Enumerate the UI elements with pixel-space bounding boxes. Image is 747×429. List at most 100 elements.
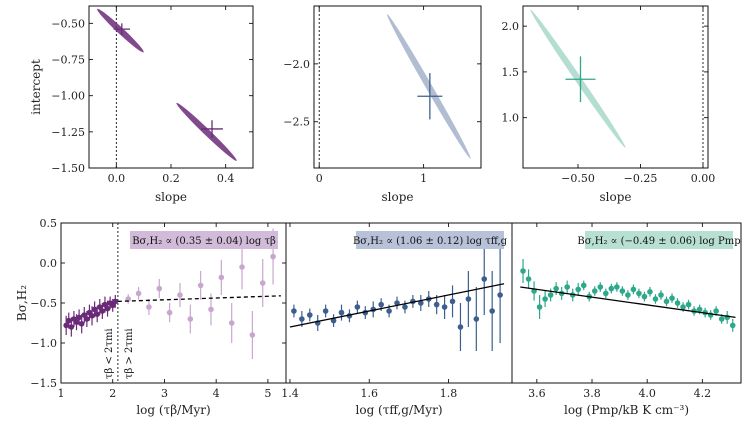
plot-area <box>520 259 736 332</box>
data-point <box>497 292 503 298</box>
data-point <box>291 308 297 314</box>
data-point <box>603 290 609 297</box>
data-point <box>489 308 495 314</box>
data-point <box>306 312 313 318</box>
x-tick-label: 1 <box>420 172 427 185</box>
data-point <box>619 288 626 294</box>
y-tick-label: 1.5 <box>502 66 520 79</box>
data-point <box>197 282 204 289</box>
axes-frame <box>313 5 482 169</box>
fit-line <box>520 286 736 319</box>
data-point <box>465 296 472 302</box>
x-axis-label: slope <box>155 190 187 204</box>
x-tick-label: 4.0 <box>638 387 656 400</box>
data-point <box>76 314 82 321</box>
data-point <box>99 308 106 314</box>
data-point <box>525 276 532 282</box>
annotation-text: Bσ,H₂ ∝ (−0.49 ± 0.06) log Pmp <box>577 236 740 247</box>
x-axis-label: log (τβ/Myr) <box>136 403 210 417</box>
data-point <box>729 322 736 329</box>
data-point <box>614 284 620 290</box>
data-point <box>433 301 440 308</box>
data-point <box>394 300 400 306</box>
data-point <box>520 268 526 274</box>
fit-line <box>117 295 281 303</box>
posterior-ellipse-0 <box>386 14 471 159</box>
y-tick-label: −1.25 <box>51 126 85 139</box>
x-tick-label: 0.0 <box>108 172 126 185</box>
y-tick-label: −2.0 <box>283 58 310 71</box>
plot-area <box>289 243 505 351</box>
y-tick-label: −1.00 <box>51 90 85 103</box>
data-point <box>96 304 103 310</box>
data-point <box>322 308 329 314</box>
data-point <box>89 313 95 319</box>
y-tick-label: −1.5 <box>30 377 57 390</box>
data-point <box>553 285 559 292</box>
data-point <box>630 286 637 293</box>
y-tick-label: −1.50 <box>51 162 85 175</box>
x-tick-label: 0 <box>316 172 323 185</box>
x-tick-label: 0.2 <box>162 172 180 185</box>
plot-area <box>318 6 471 168</box>
data-point <box>177 292 183 298</box>
data-point <box>641 293 648 300</box>
data-point <box>625 292 631 298</box>
posterior-ellipse-0 <box>97 8 144 53</box>
x-tick-label: 3 <box>161 387 168 400</box>
data-point <box>575 286 582 293</box>
data-point <box>84 316 90 322</box>
data-point <box>564 284 570 290</box>
data-point <box>102 301 108 308</box>
data-point <box>112 298 119 305</box>
region-label-right: τβ > 2τmi <box>124 328 135 379</box>
y-tick-label: −0.50 <box>51 17 85 30</box>
data-point <box>652 296 659 302</box>
data-point <box>713 308 719 314</box>
data-point <box>125 296 132 302</box>
annotation-box <box>356 231 504 249</box>
data-point <box>270 253 276 260</box>
x-tick-label: −0.25 <box>624 172 658 185</box>
x-tick-label: 0.4 <box>217 172 235 185</box>
data-point <box>259 280 266 286</box>
axes-frame <box>511 222 742 384</box>
data-point <box>91 306 98 313</box>
data-point <box>73 319 80 326</box>
data-point <box>156 285 163 292</box>
annotation-box <box>130 231 278 249</box>
data-point <box>680 304 686 310</box>
data-point <box>658 292 664 298</box>
annotation-text: Bσ,H₂ ∝ (0.35 ± 0.04) log τβ <box>132 236 276 247</box>
y-tick-label: −0.5 <box>30 297 57 310</box>
x-tick-label: 0.00 <box>691 172 716 185</box>
x-tick-label: 3.8 <box>583 387 601 400</box>
data-point <box>481 276 488 282</box>
y-axis-label: Bσ,H₂ <box>15 285 29 321</box>
data-point <box>457 324 464 330</box>
data-point <box>718 316 725 322</box>
data-point <box>402 304 408 310</box>
data-point <box>109 302 116 309</box>
panel-bottom-right: 3.6 3.8 4.0 4.2 log (Pmp/kB K cm⁻³) Bσ,H₂ ∝ (… <box>511 222 742 417</box>
data-point <box>249 332 256 338</box>
y-tick-label: 2.0 <box>502 20 520 33</box>
data-point <box>536 304 543 310</box>
x-tick-label: 1.6 <box>361 387 379 400</box>
data-point <box>418 300 424 306</box>
panel-top-right: −0.50 −0.25 0.00 2.0 1.5 1.0 slope <box>502 5 716 204</box>
data-point <box>68 324 75 330</box>
x-axis-label: log (Pmp/kB K cm⁻³) <box>564 403 689 417</box>
data-point <box>663 298 670 305</box>
data-point <box>78 321 85 327</box>
x-tick-label: 4 <box>213 387 220 400</box>
data-point <box>187 316 194 322</box>
data-point <box>580 282 587 289</box>
data-point <box>441 304 448 310</box>
data-point <box>591 288 598 294</box>
x-axis-label: slope <box>599 190 631 204</box>
panel-top-middle: 0 1 −2.0 −2.5 slope <box>283 5 482 204</box>
x-tick-label: −0.50 <box>561 172 595 185</box>
x-tick-label: 4.2 <box>694 387 712 400</box>
y-axis-label: intercept <box>29 59 43 115</box>
